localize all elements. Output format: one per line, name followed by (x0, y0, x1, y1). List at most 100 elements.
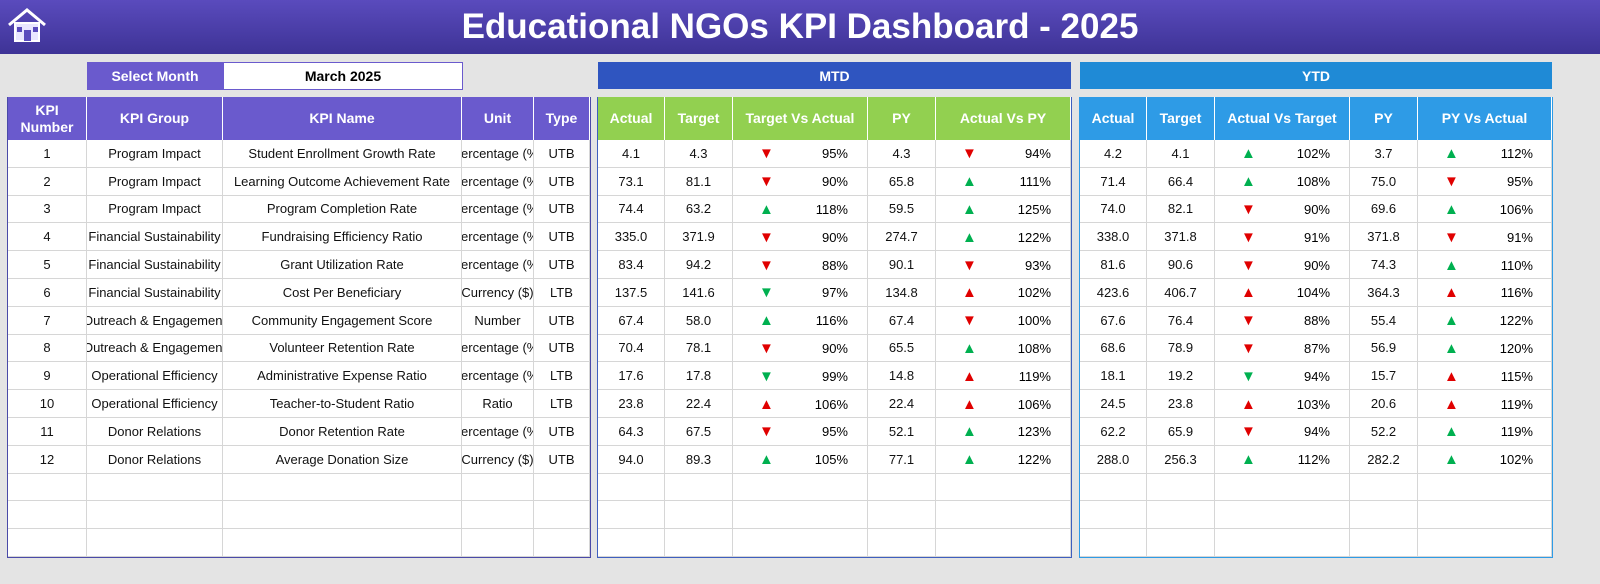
cell-value: 90% (1303, 257, 1330, 273)
cell: 5 (8, 251, 87, 279)
empty-cell (665, 473, 733, 502)
month-select[interactable]: March 2025 (223, 62, 463, 90)
cell: 65.9 (1147, 418, 1215, 446)
column-header: Target Vs Actual (733, 97, 868, 140)
trend-arrow: ▼ (1241, 367, 1256, 385)
trend-arrow: ▼ (1241, 200, 1256, 218)
cell: Percentage (%) (462, 251, 534, 279)
trend-arrow: ▲ (962, 451, 977, 469)
cell: 81.1 (665, 167, 733, 196)
empty-cell (1418, 501, 1552, 530)
cell: 137.5 (598, 279, 665, 307)
trend-arrow: ▲ (1444, 395, 1459, 413)
empty-cell (598, 529, 665, 557)
title: Educational NGOs KPI Dashboard - 2025 (461, 7, 1139, 46)
empty-cell (1350, 501, 1418, 530)
trend-arrow: ▲ (962, 367, 977, 385)
cell (1215, 418, 1350, 446)
cell-value: 91% (1303, 229, 1330, 245)
cell (733, 334, 868, 363)
trend-arrow: ▼ (1241, 423, 1256, 441)
cell (1418, 334, 1552, 363)
cell: LTB (534, 390, 590, 418)
column-header: Target (665, 97, 733, 140)
cell (1215, 140, 1350, 168)
column-header: KPI Group (87, 97, 223, 140)
cell: 12 (8, 445, 87, 474)
cell: UTB (534, 167, 590, 196)
cell: 141.6 (665, 279, 733, 307)
cell: 74.3 (1350, 251, 1418, 279)
cell: 4.3 (665, 140, 733, 168)
cell: 15.7 (1350, 362, 1418, 391)
cell: 7 (8, 306, 87, 335)
cell-value: 116% (1500, 285, 1533, 301)
trend-arrow: ▼ (1444, 228, 1459, 246)
cell-value: 103% (1296, 396, 1330, 412)
cell (733, 140, 868, 168)
cell: Percentage (%) (462, 418, 534, 446)
cell (936, 167, 1071, 196)
cell: 78.1 (665, 334, 733, 363)
cell: 6 (8, 279, 87, 307)
cell-value: 111% (1019, 174, 1051, 190)
ytd-header: YTD (1080, 62, 1552, 89)
cell: 73.1 (598, 167, 665, 196)
trend-arrow: ▲ (1444, 200, 1459, 218)
cell-value: 88% (1303, 313, 1330, 329)
mtd-header: MTD (598, 62, 1071, 89)
cell: Donor Relations (87, 445, 223, 474)
cell (1215, 251, 1350, 279)
trend-arrow: ▼ (759, 367, 774, 385)
cell (1418, 418, 1552, 446)
cell: UTB (534, 251, 590, 279)
cell: 55.4 (1350, 306, 1418, 335)
cell: UTB (534, 223, 590, 252)
cell: 94.0 (598, 445, 665, 474)
cell-value: 102% (1499, 452, 1533, 468)
cell: 63.2 (665, 195, 733, 224)
cell (1215, 362, 1350, 391)
empty-cell (1215, 501, 1350, 530)
empty-cell (936, 473, 1071, 502)
trend-arrow: ▲ (1444, 312, 1459, 330)
trend-arrow: ▲ (759, 200, 774, 218)
cell: 59.5 (868, 195, 936, 224)
trend-arrow: ▲ (1444, 451, 1459, 469)
cell: 62.2 (1080, 418, 1147, 446)
cell (936, 334, 1071, 363)
cell: Program Impact (87, 195, 223, 224)
cell-value: 122% (1017, 229, 1051, 245)
cell (733, 279, 868, 307)
column-header: KPI Name (223, 97, 462, 140)
empty-cell (733, 473, 868, 502)
cell: Outreach & Engagement (87, 306, 223, 335)
cell: 11 (8, 418, 87, 446)
empty-cell (1350, 473, 1418, 502)
trend-arrow: ▼ (962, 256, 977, 274)
cell-value: 94% (1303, 424, 1330, 440)
cell-value: 108% (1296, 174, 1330, 190)
cell: 282.2 (1350, 445, 1418, 474)
trend-arrow: ▲ (1444, 367, 1459, 385)
empty-cell (1147, 501, 1215, 530)
cell: 423.6 (1080, 279, 1147, 307)
home-icon[interactable] (6, 6, 48, 44)
cell: 67.6 (1080, 306, 1147, 335)
cell-value: 125% (1017, 201, 1051, 217)
column-header: PY (868, 97, 936, 140)
cell: 81.6 (1080, 251, 1147, 279)
cell-value: 112% (1297, 452, 1330, 468)
cell (936, 223, 1071, 252)
cell: 24.5 (1080, 390, 1147, 418)
cell (733, 251, 868, 279)
cell: UTB (534, 418, 590, 446)
empty-cell (8, 501, 87, 530)
cell: 10 (8, 390, 87, 418)
cell (936, 251, 1071, 279)
cell-value: 100% (1017, 313, 1051, 329)
cell (733, 445, 868, 474)
cell: 9 (8, 362, 87, 391)
cell: 82.1 (1147, 195, 1215, 224)
cell-value: 87% (1303, 340, 1330, 356)
